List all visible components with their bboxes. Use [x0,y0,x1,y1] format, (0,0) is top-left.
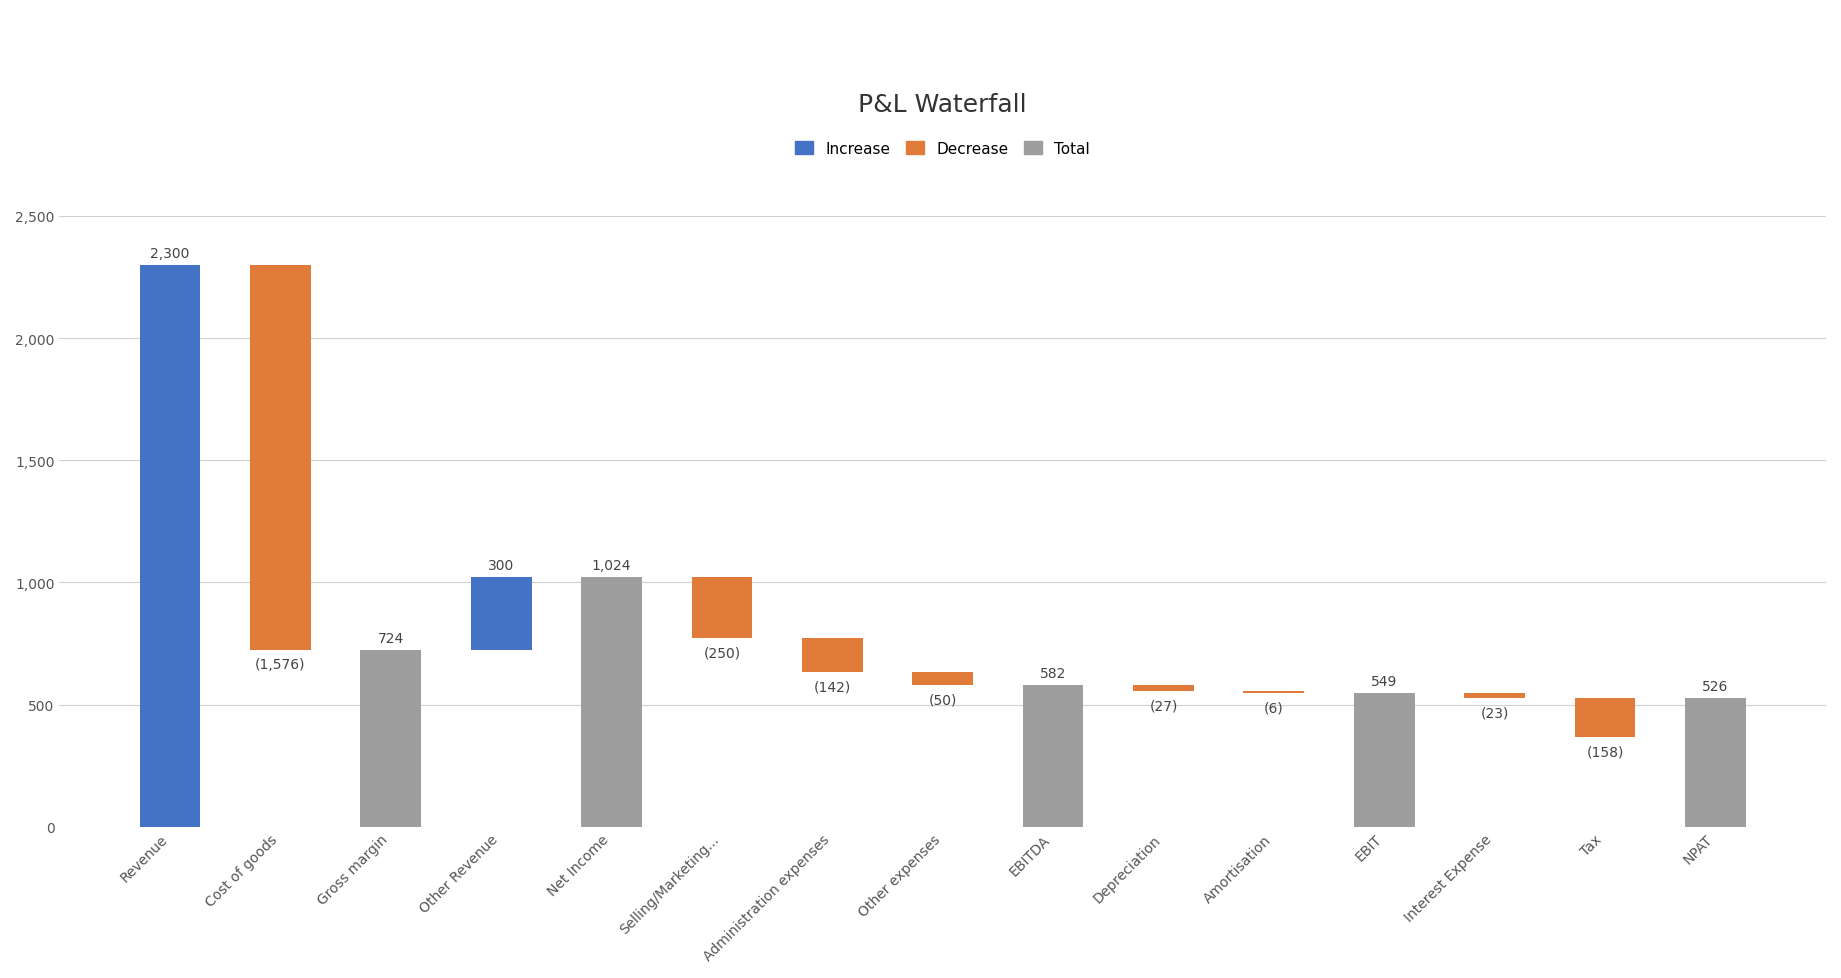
Text: (6): (6) [1265,700,1283,714]
Bar [1243,691,1303,693]
Text: (142): (142) [814,680,851,694]
Text: (23): (23) [1480,706,1510,720]
Bar [1353,693,1414,827]
Title: P&L Waterfall: P&L Waterfall [858,93,1027,117]
Text: 1,024: 1,024 [591,558,631,572]
Bar [582,577,643,827]
Text: (250): (250) [703,645,740,659]
Text: 526: 526 [1703,680,1729,693]
Bar [140,265,201,827]
Text: (27): (27) [1149,699,1178,713]
Bar [471,577,532,650]
Bar [1132,685,1193,691]
Bar [1574,698,1635,737]
Bar [692,577,753,638]
Text: 2,300: 2,300 [151,246,190,260]
Text: (1,576): (1,576) [256,657,306,672]
Bar [803,638,863,673]
Text: (158): (158) [1587,744,1624,759]
Bar [913,673,974,685]
Text: (50): (50) [928,692,957,706]
Bar [1024,685,1083,827]
Bar [361,650,422,827]
Bar [250,265,311,650]
Text: 724: 724 [377,632,403,645]
Text: 300: 300 [488,558,514,572]
Text: 582: 582 [1040,666,1066,680]
Text: 549: 549 [1372,674,1397,689]
Bar [1685,698,1745,827]
Bar [1464,693,1524,698]
Legend: Increase, Decrease, Total: Increase, Decrease, Total [790,136,1097,163]
